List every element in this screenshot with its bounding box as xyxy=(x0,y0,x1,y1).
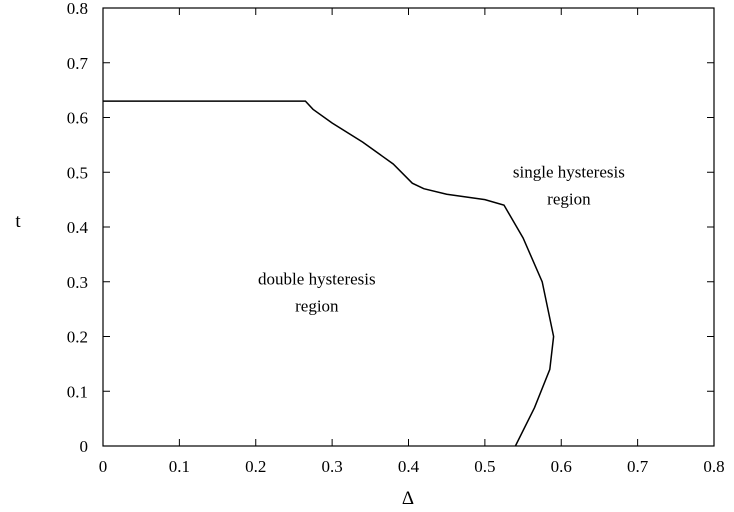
annotation-line: single hysteresis xyxy=(513,163,625,182)
region-annotation: single hysteresis region xyxy=(513,163,625,209)
y-tick-label: 0.8 xyxy=(67,0,88,18)
x-tick-label: 0.3 xyxy=(322,457,343,476)
region-annotation: double hysteresis region xyxy=(258,269,376,315)
x-tick-label: 0.2 xyxy=(245,457,266,476)
y-tick-label: 0.3 xyxy=(67,273,88,292)
y-tick-label: 0.2 xyxy=(67,328,88,347)
x-tick-label: 0.6 xyxy=(551,457,572,476)
x-tick-label: 0.1 xyxy=(169,457,190,476)
annotation-line: region xyxy=(547,190,591,209)
y-tick-label: 0.7 xyxy=(67,54,89,73)
y-tick-label: 0.1 xyxy=(67,382,88,401)
y-tick-label: 0.5 xyxy=(67,163,88,182)
annotation-line: double hysteresis xyxy=(258,269,376,288)
phase-boundary-line xyxy=(103,100,555,447)
y-axis-label: t xyxy=(15,211,21,232)
x-tick-label: 0 xyxy=(99,457,108,476)
x-tick-label: 0.4 xyxy=(398,457,420,476)
x-tick-label: 0.8 xyxy=(703,457,724,476)
plot-frame xyxy=(102,7,715,447)
annotation-line: region xyxy=(295,296,339,315)
axis-ticks xyxy=(102,7,715,447)
x-axis-label: Δ xyxy=(402,488,414,509)
x-tick-label: 0.7 xyxy=(627,457,649,476)
x-tick-label: 0.5 xyxy=(474,457,495,476)
y-tick-label: 0.6 xyxy=(67,109,88,128)
axis-tick-labels: 0 0.1 0.2 0.3 0.4 0.5 0.6 0.7 0.8 0 0.1 0.2 0.3 0.4 0.… xyxy=(67,0,725,476)
y-tick-label: 0.4 xyxy=(67,218,89,237)
y-tick-label: 0 xyxy=(80,437,89,456)
